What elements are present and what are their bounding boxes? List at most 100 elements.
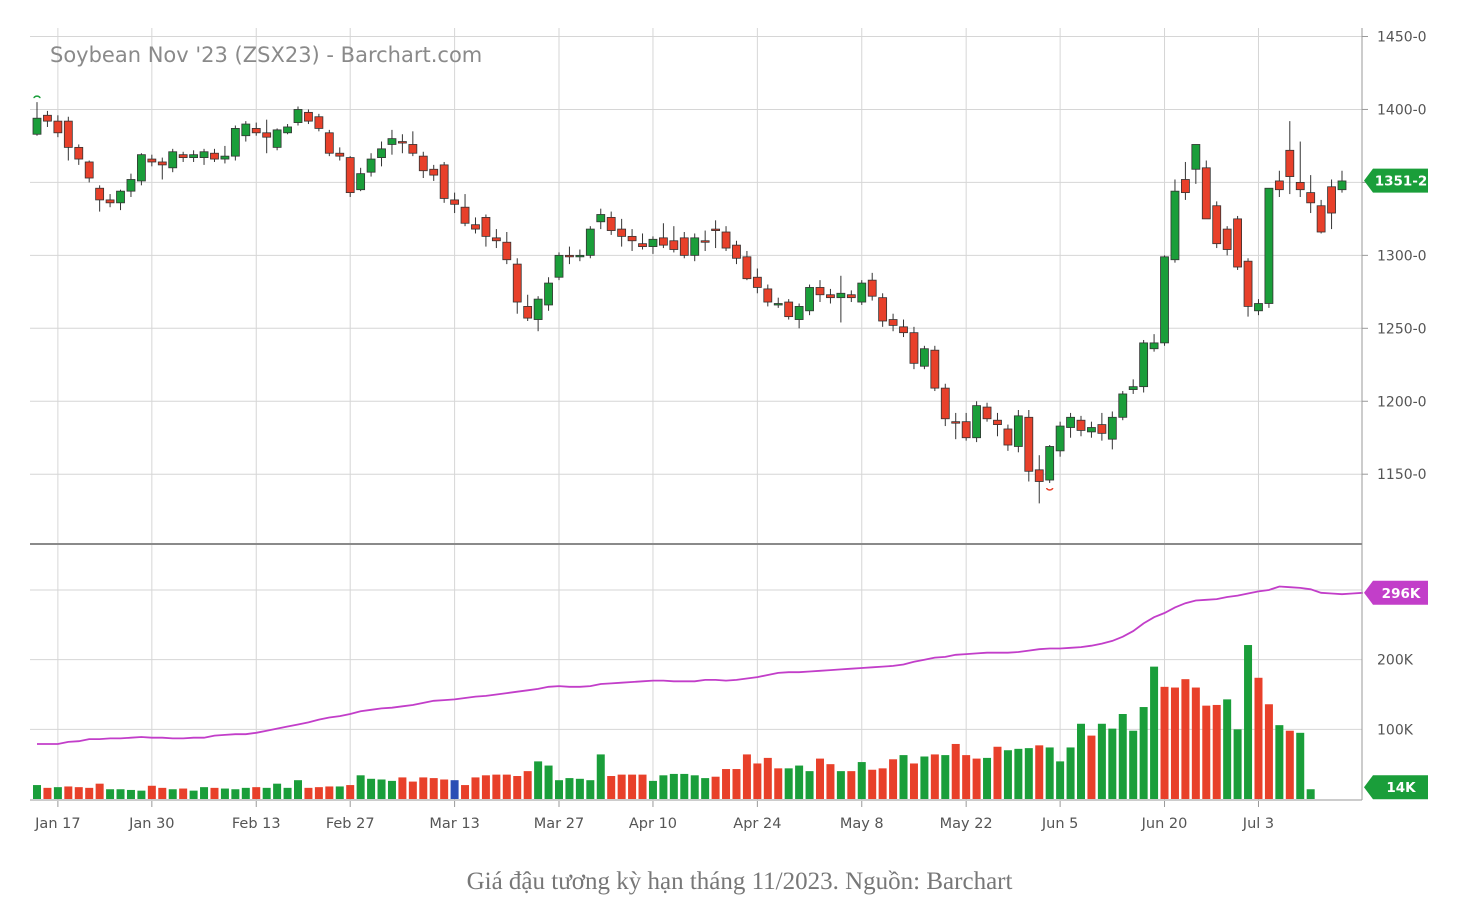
- candle: [241, 121, 251, 142]
- candle-body: [784, 301, 794, 318]
- candle: [669, 226, 679, 253]
- volume-bar: [1014, 748, 1023, 799]
- candle: [314, 113, 324, 132]
- candle-body: [408, 144, 418, 154]
- candle: [1066, 412, 1075, 438]
- candle-body: [314, 116, 324, 129]
- candle: [157, 157, 167, 180]
- volume-bar: [367, 778, 376, 799]
- volume-bar: [481, 775, 490, 799]
- candle-body: [951, 421, 961, 424]
- soybean-price-chart: 1450-01400-01350-01300-01250-01200-01150…: [30, 28, 1428, 832]
- volume-bar: [346, 785, 355, 799]
- candle-body: [335, 152, 345, 157]
- candle-body: [930, 349, 940, 389]
- candle: [993, 412, 1002, 437]
- candle: [888, 313, 898, 332]
- volume-bar: [586, 780, 595, 799]
- volume-bars: [33, 645, 1315, 799]
- candle-body: [491, 237, 501, 242]
- candle: [554, 252, 564, 281]
- candle: [1337, 170, 1347, 193]
- candle: [544, 277, 553, 311]
- candle: [575, 249, 585, 262]
- volume-bar: [314, 787, 323, 799]
- volume-bar: [398, 777, 407, 799]
- volume-bar: [628, 774, 637, 799]
- candle: [805, 284, 814, 316]
- candle: [429, 164, 439, 181]
- volume-bar: [147, 785, 156, 799]
- volume-bar: [523, 771, 532, 799]
- volume-bar: [1285, 730, 1294, 799]
- candle-body: [512, 263, 522, 303]
- candle-body: [836, 292, 846, 299]
- price-tick-label: 1200-0: [1377, 394, 1427, 410]
- open-interest-line: [37, 585, 1363, 745]
- last-volume-badge-text: 14K: [1386, 780, 1416, 796]
- last-volume-badge: 14K: [1364, 775, 1428, 800]
- candle-body: [450, 199, 460, 205]
- candle: [491, 229, 501, 249]
- volume-bar: [1254, 677, 1263, 799]
- volume-bar: [857, 762, 866, 799]
- volume-bar: [252, 787, 261, 799]
- price-tick-label: 1250-0: [1377, 321, 1427, 337]
- candle-body: [418, 155, 428, 172]
- candle: [178, 151, 188, 162]
- candle: [1128, 379, 1138, 394]
- candle: [43, 110, 52, 127]
- candle-body: [544, 282, 553, 306]
- candle-body: [178, 154, 188, 158]
- candle-body: [63, 120, 73, 148]
- volume-bar: [210, 787, 219, 799]
- candle-body: [732, 244, 741, 259]
- volume-bar: [1223, 699, 1232, 799]
- candle-body: [711, 228, 720, 231]
- candle: [251, 122, 261, 136]
- time-tick-label: Jun 20: [1141, 816, 1188, 832]
- candle-body: [1181, 179, 1190, 194]
- candle-body: [606, 217, 616, 231]
- candle-body: [1264, 187, 1274, 304]
- volume-bar: [1170, 687, 1179, 799]
- volume-bar: [669, 773, 678, 799]
- volume-bar: [826, 764, 835, 799]
- chart-canvas: 1450-01400-01350-01300-01250-01200-01150…: [30, 28, 1428, 832]
- volume-bar: [638, 774, 647, 799]
- candle: [95, 185, 105, 212]
- volume-bar: [784, 768, 793, 799]
- candle: [1212, 201, 1222, 249]
- candle-body: [805, 287, 814, 312]
- candle-body: [1306, 192, 1316, 204]
- candle-body: [961, 421, 971, 439]
- candle: [638, 233, 647, 250]
- candle-body: [241, 123, 251, 137]
- volume-bar: [189, 790, 198, 799]
- candle-body: [345, 157, 355, 194]
- candle: [460, 194, 470, 227]
- candle: [439, 161, 449, 203]
- candle-body: [659, 237, 668, 246]
- candle-body: [1097, 424, 1107, 434]
- price-candles: [32, 95, 1347, 504]
- candle: [826, 288, 835, 304]
- volume-bar: [972, 758, 981, 799]
- volume-bar: [648, 780, 657, 799]
- candle: [742, 250, 752, 281]
- volume-bar: [126, 789, 135, 799]
- volume-bar: [690, 775, 699, 799]
- candle: [147, 154, 157, 167]
- candle-body: [272, 129, 282, 148]
- candle: [408, 131, 418, 157]
- candle-body: [230, 128, 240, 157]
- candle-body: [1024, 416, 1034, 472]
- volume-bar: [1264, 704, 1273, 799]
- candle-body: [909, 332, 919, 364]
- price-tick-label: 1400-0: [1377, 102, 1427, 118]
- candle-body: [210, 152, 219, 160]
- candle: [815, 280, 825, 303]
- time-tick-label: Feb 13: [232, 816, 281, 832]
- candle-body: [1233, 218, 1242, 268]
- volume-bar: [753, 763, 762, 799]
